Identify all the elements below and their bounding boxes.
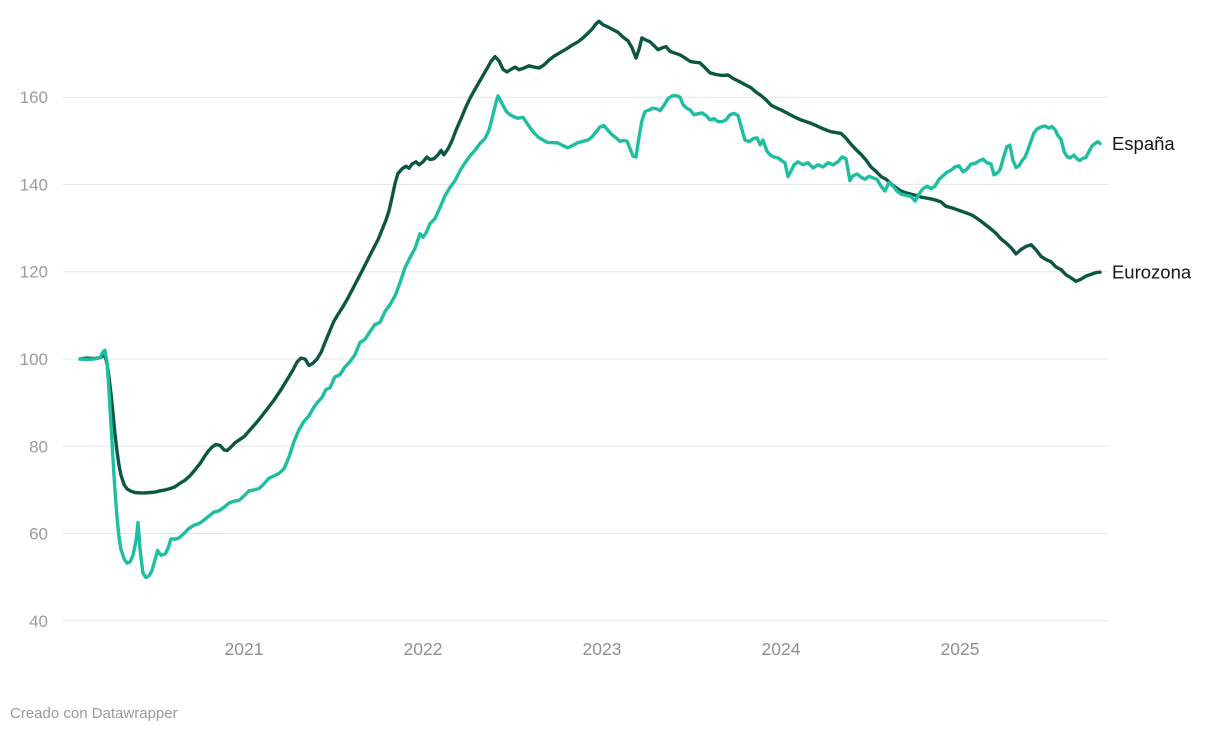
series-label-espana: España bbox=[1112, 133, 1175, 154]
x-axis-tick-label: 2023 bbox=[583, 639, 622, 659]
series-line-eurozona bbox=[78, 19, 1102, 495]
y-axis-tick-label: 80 bbox=[29, 437, 48, 456]
y-axis-tick-label: 120 bbox=[20, 263, 48, 282]
y-axis-tick-label: 160 bbox=[20, 88, 48, 107]
y-axis-tick-label: 40 bbox=[29, 612, 48, 631]
y-axis-tick-label: 140 bbox=[20, 175, 48, 194]
x-axis-tick-label: 2024 bbox=[762, 639, 801, 659]
attribution-text: Creado con Datawrapper bbox=[10, 705, 178, 722]
y-axis-tick-label: 100 bbox=[20, 350, 48, 369]
series-line-espana bbox=[78, 93, 1102, 580]
x-axis-tick-label: 2021 bbox=[225, 639, 264, 659]
x-axis-tick-label: 2022 bbox=[404, 639, 443, 659]
series-label-eurozona: Eurozona bbox=[1112, 262, 1192, 283]
x-axis-tick-label: 2025 bbox=[941, 639, 980, 659]
y-axis-tick-label: 60 bbox=[29, 525, 48, 544]
